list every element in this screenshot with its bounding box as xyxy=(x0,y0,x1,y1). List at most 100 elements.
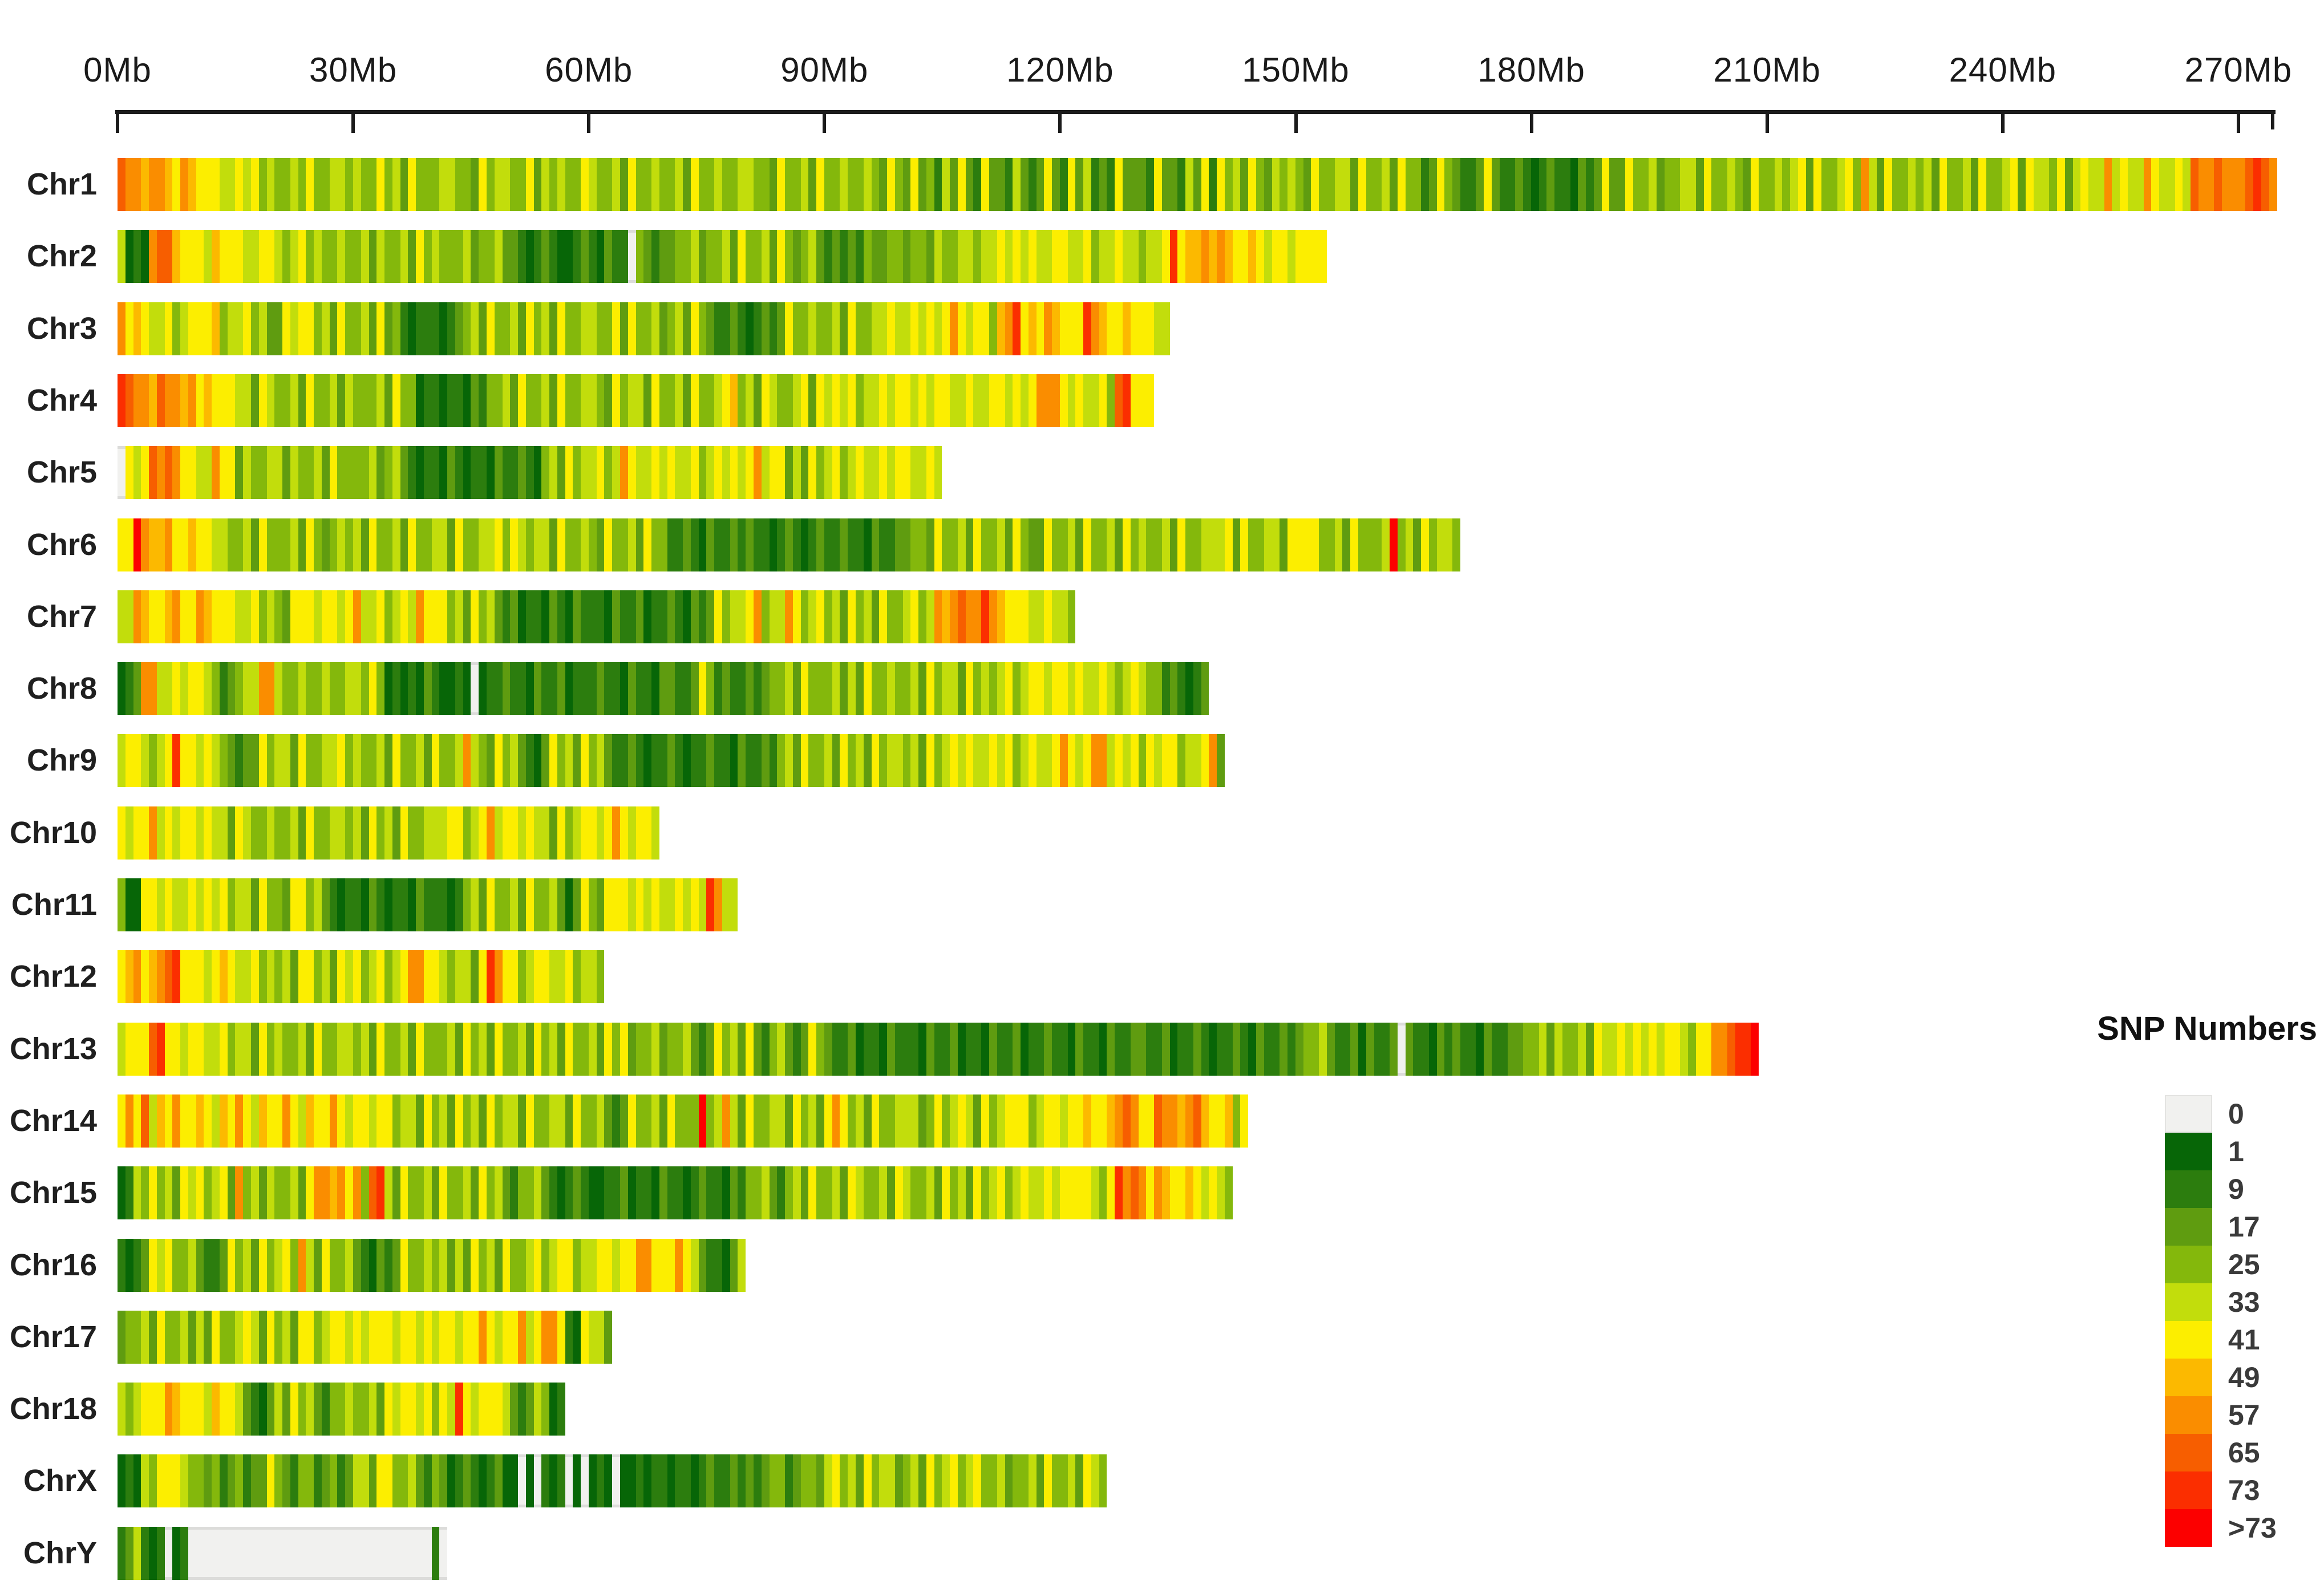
density-band xyxy=(934,518,942,571)
density-band xyxy=(471,1454,479,1508)
density-band xyxy=(1193,1022,1201,1076)
density-band xyxy=(1107,1094,1115,1148)
density-band xyxy=(1052,230,1060,283)
density-band xyxy=(321,950,330,1004)
density-band xyxy=(384,230,392,283)
density-band xyxy=(1523,158,1531,211)
density-band xyxy=(659,302,667,355)
density-band xyxy=(141,1383,149,1436)
density-band xyxy=(392,950,400,1004)
density-band xyxy=(588,374,597,427)
density-band xyxy=(219,1383,228,1436)
density-band xyxy=(675,158,683,211)
density-band xyxy=(1499,158,1508,211)
density-band xyxy=(604,1022,613,1076)
density-band xyxy=(1013,518,1021,571)
density-band xyxy=(785,446,793,500)
legend-swatch xyxy=(2165,1359,2212,1396)
density-band xyxy=(274,1383,283,1436)
density-band xyxy=(479,1094,487,1148)
chromosome-label: Chr9 xyxy=(26,743,97,778)
density-band xyxy=(1484,1022,1492,1076)
legend-label: 17 xyxy=(2228,1211,2260,1243)
density-band xyxy=(1405,158,1414,211)
density-band xyxy=(392,230,400,283)
density-band xyxy=(722,374,730,427)
density-band xyxy=(549,158,557,211)
density-band xyxy=(479,878,487,931)
density-band xyxy=(588,1454,597,1508)
density-band xyxy=(306,806,314,860)
density-band xyxy=(196,302,204,355)
density-band xyxy=(125,1454,133,1508)
density-band xyxy=(792,1022,801,1076)
density-band xyxy=(1059,302,1068,355)
density-band xyxy=(887,1094,895,1148)
density-band xyxy=(957,230,966,283)
density-band xyxy=(337,446,346,500)
density-band xyxy=(518,1454,526,1508)
density-band xyxy=(722,878,730,931)
density-band xyxy=(1751,1022,1759,1076)
density-band xyxy=(471,1022,479,1076)
density-band xyxy=(337,374,346,427)
density-band xyxy=(282,950,290,1004)
density-band xyxy=(1240,158,1249,211)
density-band xyxy=(266,1094,275,1148)
density-band xyxy=(172,878,181,931)
density-band xyxy=(832,302,840,355)
density-band xyxy=(525,158,534,211)
density-band xyxy=(251,1166,259,1220)
density-band xyxy=(298,1383,306,1436)
chromosome-bar xyxy=(118,1454,1107,1508)
density-band xyxy=(1083,1094,1091,1148)
density-band xyxy=(918,590,926,643)
density-band xyxy=(258,1094,267,1148)
density-band xyxy=(353,662,361,716)
density-band xyxy=(965,230,974,283)
density-band xyxy=(408,734,416,788)
density-band xyxy=(549,1454,557,1508)
density-band xyxy=(855,1022,864,1076)
density-band xyxy=(722,590,730,643)
density-band xyxy=(667,590,675,643)
density-band xyxy=(573,446,581,500)
density-band xyxy=(227,1094,236,1148)
density-band xyxy=(423,806,432,860)
density-band xyxy=(627,1166,636,1220)
density-band xyxy=(149,374,157,427)
chromosome-label: Chr12 xyxy=(9,959,97,994)
density-band xyxy=(808,302,817,355)
density-band xyxy=(510,662,519,716)
density-band xyxy=(667,518,675,571)
density-band xyxy=(447,302,455,355)
density-band xyxy=(533,1094,542,1148)
density-band xyxy=(557,806,565,860)
density-band xyxy=(651,302,659,355)
density-band xyxy=(510,878,519,931)
density-band xyxy=(235,950,244,1004)
legend-entry: 57 xyxy=(2165,1396,2277,1434)
density-band xyxy=(627,374,636,427)
density-band xyxy=(620,1022,628,1076)
density-band xyxy=(1059,374,1068,427)
density-band xyxy=(416,1454,424,1508)
density-band xyxy=(785,1094,793,1148)
density-band xyxy=(950,590,958,643)
density-band xyxy=(266,1166,275,1220)
density-band xyxy=(965,1022,974,1076)
density-band xyxy=(361,230,369,283)
density-band xyxy=(722,662,730,716)
density-band xyxy=(706,446,715,500)
density-band xyxy=(1067,734,1076,788)
density-band xyxy=(400,1022,408,1076)
density-band xyxy=(204,1022,212,1076)
density-band xyxy=(1146,302,1155,355)
density-band xyxy=(353,1383,361,1436)
density-band xyxy=(423,446,432,500)
density-band xyxy=(997,662,1005,716)
density-band xyxy=(258,1310,267,1364)
density-band xyxy=(1044,158,1052,211)
density-band xyxy=(690,230,699,283)
density-band xyxy=(1091,230,1099,283)
